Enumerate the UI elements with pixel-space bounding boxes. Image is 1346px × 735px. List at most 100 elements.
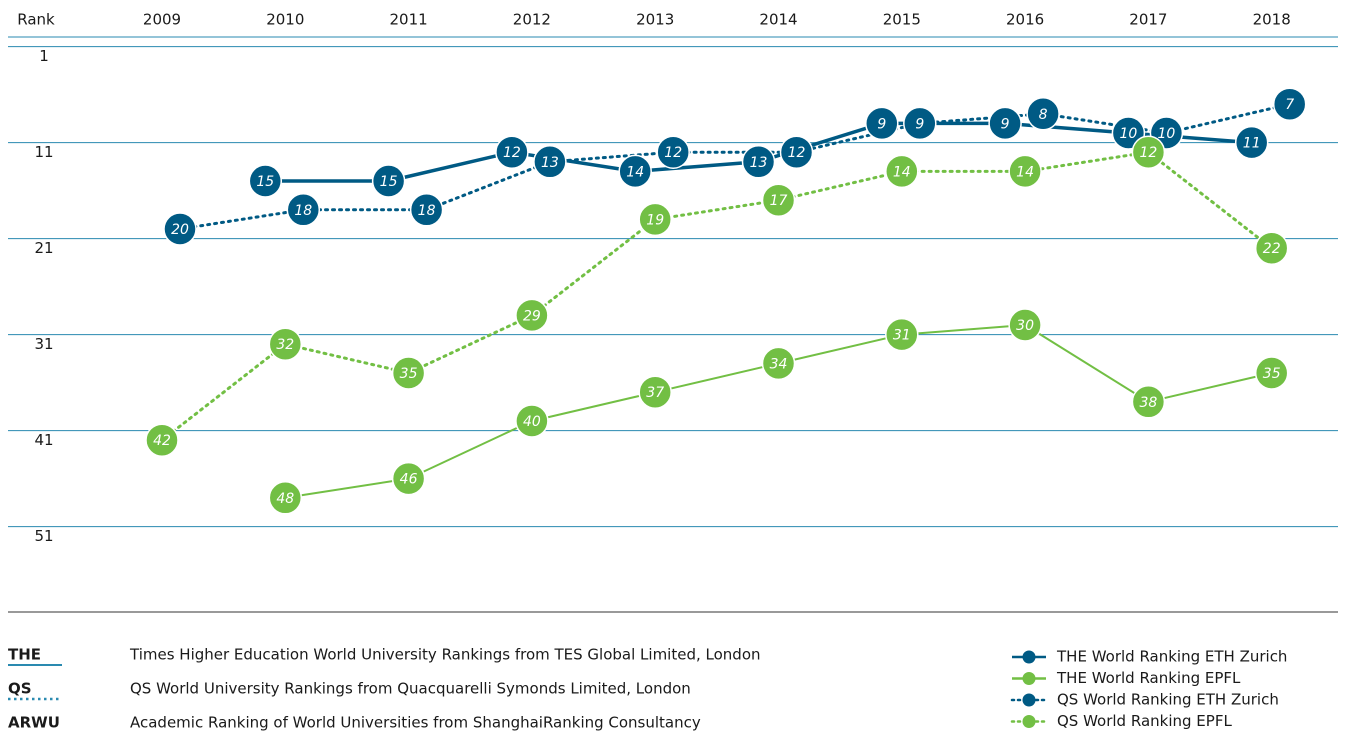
note-text: QS World University Rankings from Quacqu… [130,680,691,698]
y-tick-label: 1 [39,47,49,65]
data-label: 40 [523,414,541,430]
data-label: 10 [1157,126,1175,142]
data-label: 20 [171,222,189,238]
data-label: 35 [400,366,418,382]
data-label: 42 [153,433,171,449]
point-marker [1131,135,1166,169]
point-marker [638,375,672,409]
data-label: 14 [626,164,644,180]
point-marker [286,193,321,227]
data-label: 22 [1263,241,1281,257]
series-line [178,102,1292,231]
point-marker [656,135,690,169]
y-tick-label: 41 [34,431,53,449]
point-marker [268,327,303,361]
data-label: 46 [400,472,418,488]
point-marker [988,106,1022,141]
x-tick-label: 2015 [883,11,921,29]
data-label: 9 [915,116,924,132]
note-abbr: ARWU [8,714,60,732]
point-marker [779,135,814,169]
legend-marker [1022,693,1036,707]
point-marker [761,183,796,217]
y-tick-label: 51 [34,527,53,545]
data-label: 12 [503,145,521,161]
point-marker [248,164,283,198]
point-marker [1272,87,1307,121]
data-label: 19 [646,212,664,228]
legend-marker [1022,672,1036,685]
data-label: 34 [770,356,788,372]
point-marker [145,423,179,457]
data-label: 35 [1263,366,1281,382]
point-marker [638,202,672,237]
data-label: 7 [1285,97,1294,113]
x-tick-label: 2009 [143,11,181,29]
x-tick-label: 2011 [390,11,428,29]
x-tick-label: 2018 [1253,11,1291,29]
point-marker [1234,125,1269,160]
legend-marker [1022,650,1036,664]
data-label: 12 [664,145,682,161]
legend-label: QS World Ranking ETH Zurich [1057,691,1279,709]
data-label: 10 [1119,126,1137,142]
y-axis-title: Rank [17,11,55,29]
data-label: 9 [1001,116,1010,132]
point-marker [761,346,796,381]
data-label: 48 [276,491,294,507]
note-abbr: QS [8,680,32,698]
note-text: Times Higher Education World University … [129,646,761,664]
data-label: 13 [541,155,559,171]
point-marker [391,461,426,496]
y-tick-label: 11 [34,143,53,161]
note-abbr: THE [8,646,41,664]
data-label: 12 [1139,145,1157,161]
data-label: 32 [276,337,294,353]
point-marker [1008,308,1042,342]
data-label: 8 [1039,107,1048,123]
x-tick-label: 2016 [1006,11,1044,29]
point-marker [163,212,197,246]
data-label: 18 [294,203,312,219]
point-marker [533,145,567,179]
series-line [160,150,1274,442]
point-marker [515,298,549,333]
point-marker [885,317,919,352]
data-label: 11 [1243,136,1261,152]
point-marker [409,193,444,227]
data-label: 12 [788,145,806,161]
x-tick-label: 2010 [266,11,304,29]
legend-label: THE World Ranking ETH Zurich [1056,648,1287,666]
data-label: 30 [1016,318,1034,334]
data-label: 29 [523,308,541,324]
point-marker [1131,385,1166,419]
data-label: 15 [380,174,398,190]
point-marker [1254,231,1289,265]
point-marker [885,154,919,189]
point-marker [865,106,899,141]
point-marker [1008,154,1042,189]
data-label: 13 [750,155,768,171]
point-marker [495,135,529,169]
data-label: 14 [893,164,911,180]
point-marker [1254,356,1289,390]
point-marker [268,481,303,515]
data-label: 38 [1139,395,1157,411]
note-text: Academic Ranking of World Universities f… [130,714,701,732]
y-tick-label: 21 [34,239,53,257]
data-label: 17 [770,193,788,209]
data-label: 18 [418,203,436,219]
legend-label: QS World Ranking EPFL [1057,712,1232,730]
data-label: 15 [256,174,274,190]
data-label: 37 [646,385,664,401]
point-marker [1026,97,1060,131]
x-tick-label: 2014 [759,11,797,29]
x-tick-label: 2012 [513,11,551,29]
data-label: 31 [893,328,911,344]
point-marker [391,356,426,390]
data-label: 14 [1016,164,1034,180]
point-marker [618,154,652,189]
x-tick-label: 2017 [1129,11,1167,29]
x-tick-label: 2013 [636,11,674,29]
